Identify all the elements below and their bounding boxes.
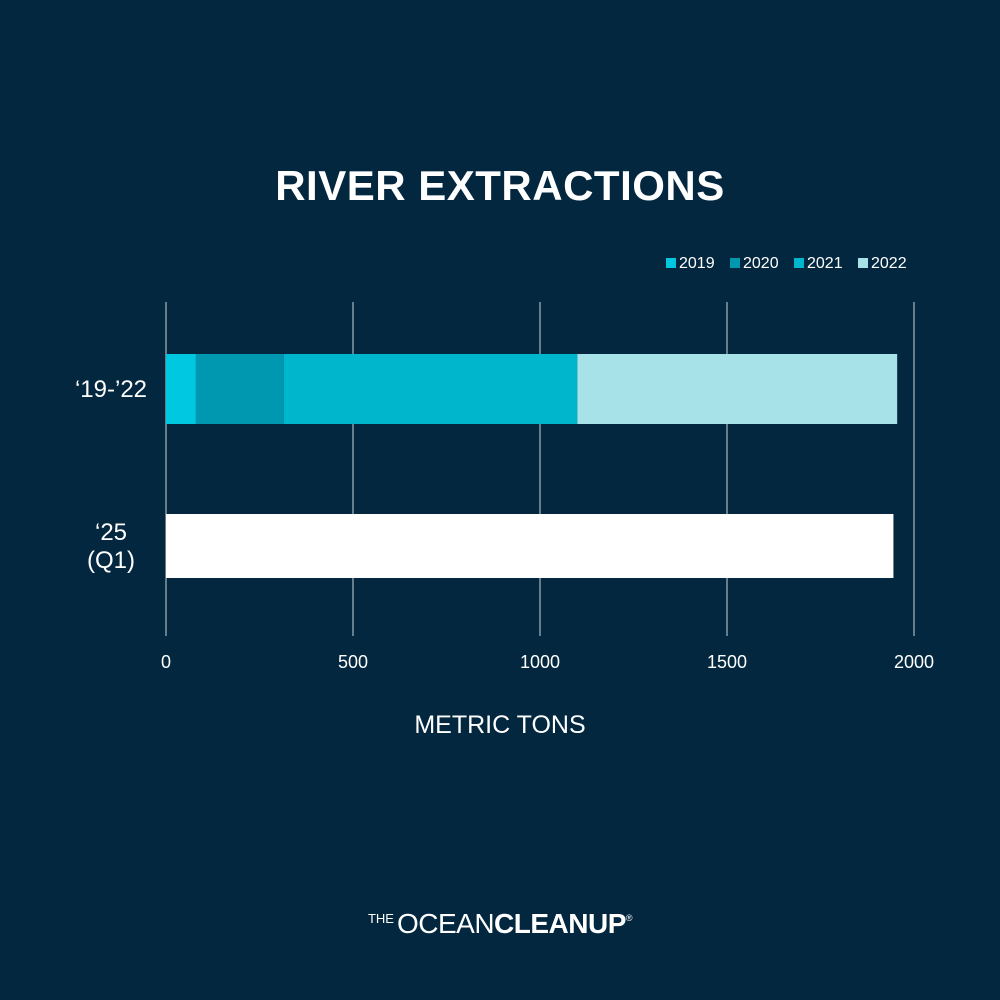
y-category-labels: ‘19-’22 ‘25 (Q1) [75, 376, 147, 574]
legend-label-2019: 2019 [679, 255, 715, 272]
legend-swatch-2022 [858, 258, 868, 268]
legend-swatch-2020 [730, 258, 740, 268]
y-category-label: ‘19-’22 [75, 376, 147, 403]
chart-title: RIVER EXTRACTIONS [275, 162, 725, 209]
gridlines [165, 302, 915, 636]
x-tick-label: 1500 [707, 652, 747, 672]
legend-label-2021: 2021 [807, 255, 843, 272]
legend-label-2022: 2022 [871, 255, 907, 272]
x-tick-labels: 0 500 1000 1500 2000 [161, 652, 934, 672]
bar-segment-2021 [283, 354, 578, 424]
logo-cleanup: CLEANUP [494, 908, 626, 939]
bar-segment-2020 [195, 354, 284, 424]
bar-segment-2022 [577, 354, 898, 424]
x-tick-label: 0 [161, 652, 171, 672]
bars [166, 354, 898, 578]
y-category-label: ‘25 (Q1) [87, 519, 135, 574]
x-tick-label: 2000 [894, 652, 934, 672]
legend-swatch-2019 [666, 258, 676, 268]
legend: 2019 2020 2021 2022 [666, 255, 907, 272]
logo-ocean: OCEAN [396, 908, 495, 939]
legend-swatch-2021 [794, 258, 804, 268]
bar-segment-2019 [166, 354, 196, 424]
ocean-cleanup-logo: THE OCEANCLEANUP® [0, 908, 1000, 940]
x-axis-label: METRIC TONS [414, 711, 585, 739]
logo-registered-mark: ® [625, 913, 633, 923]
legend-label-2020: 2020 [743, 255, 779, 272]
x-tick-label: 1000 [520, 652, 560, 672]
bar-segment-2025-q1 [166, 514, 894, 578]
x-tick-label: 500 [338, 652, 368, 672]
logo-the: THE [367, 911, 394, 926]
